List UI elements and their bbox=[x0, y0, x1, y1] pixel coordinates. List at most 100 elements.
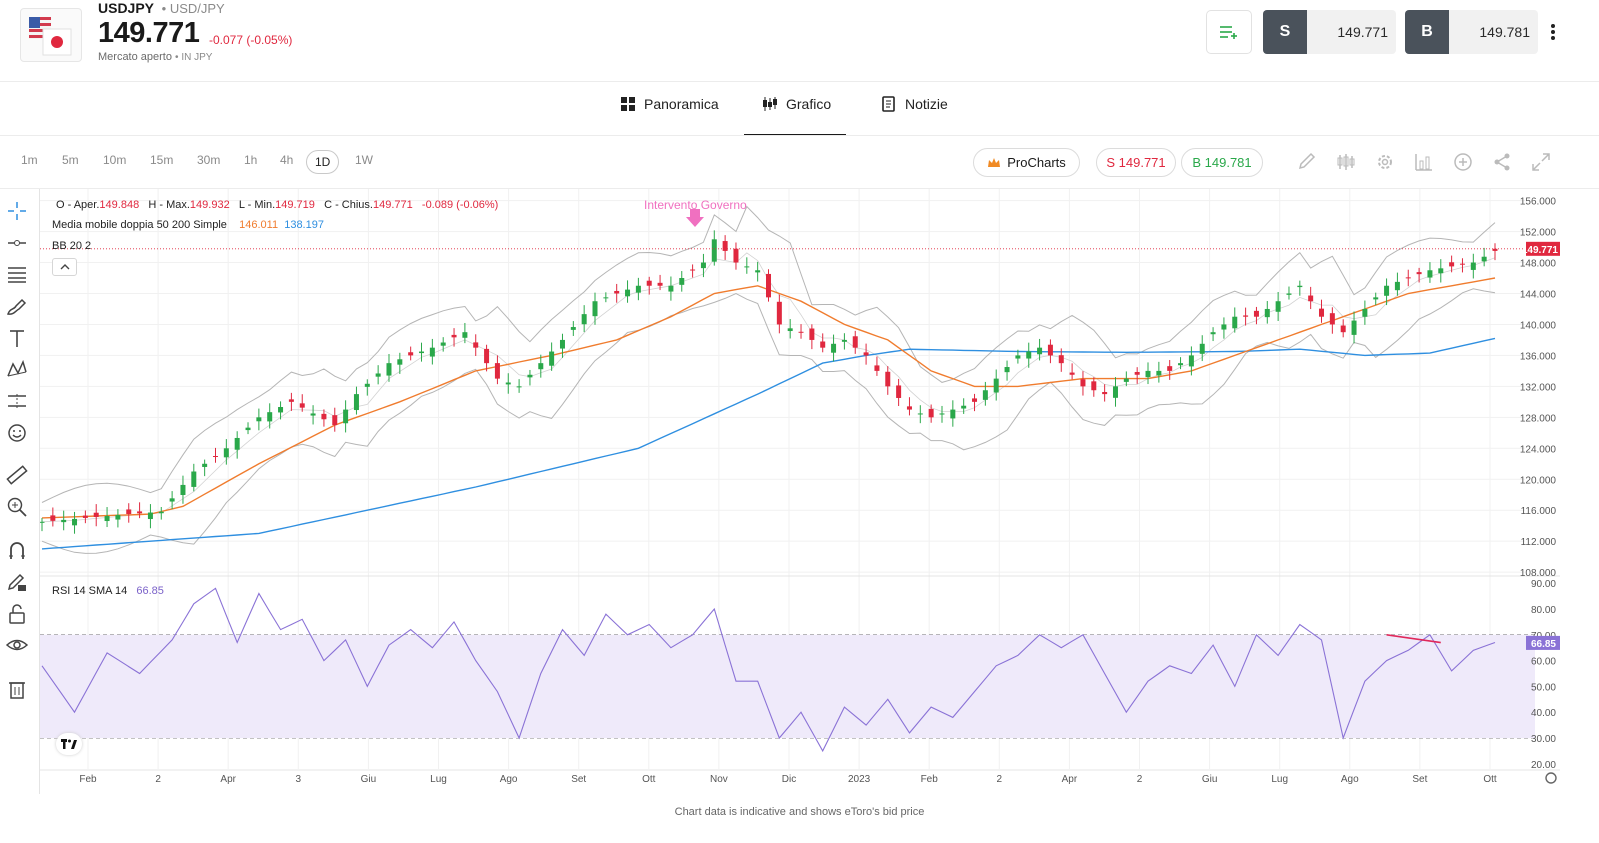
instrument-symbol: USDJPY • USD/JPY bbox=[98, 0, 225, 16]
time-tick-label: 2023 bbox=[848, 774, 871, 785]
time-tick-label: Set bbox=[1412, 774, 1427, 785]
candle-body bbox=[191, 471, 197, 487]
add-to-watchlist-button[interactable] bbox=[1206, 10, 1252, 54]
candle-body bbox=[733, 248, 739, 263]
rsi-tick-label: 40.00 bbox=[1531, 708, 1556, 719]
visibility-eye-icon[interactable] bbox=[5, 634, 29, 656]
candle-body bbox=[939, 413, 945, 415]
magnet-icon[interactable] bbox=[6, 539, 28, 561]
candle-body bbox=[863, 352, 869, 356]
candle-body bbox=[1264, 308, 1270, 318]
tab-panoramica[interactable]: Panoramica bbox=[620, 96, 719, 136]
candle-body bbox=[104, 516, 110, 522]
candle-body bbox=[657, 282, 663, 286]
tab-notizie[interactable]: Notizie bbox=[881, 96, 948, 136]
candle-body bbox=[310, 413, 316, 416]
more-options-icon[interactable] bbox=[1549, 20, 1557, 44]
time-tick-label: Lug bbox=[430, 774, 447, 785]
sell-pill-button[interactable]: S 149.771 bbox=[1096, 148, 1176, 177]
candle-body bbox=[1058, 355, 1064, 364]
timeframe-4h[interactable]: 4h bbox=[280, 153, 294, 167]
tab-grafico[interactable]: Grafico bbox=[744, 96, 846, 136]
chart-canvas[interactable]: 156.000 152.000 148.000 144.000 140.000 136.0… bbox=[39, 189, 1560, 794]
candle-body bbox=[874, 365, 880, 371]
candle-body bbox=[1308, 295, 1314, 302]
buy-pill-button[interactable]: B 149.781 bbox=[1181, 148, 1263, 177]
unlock-icon[interactable] bbox=[6, 603, 28, 625]
rsi-tick-label: 20.00 bbox=[1531, 760, 1556, 771]
candle-body bbox=[419, 351, 425, 354]
time-tick-label: 2 bbox=[1137, 774, 1143, 785]
collapse-legend-button[interactable] bbox=[52, 258, 77, 276]
text-tool-icon[interactable] bbox=[6, 327, 28, 349]
timeframe-1m[interactable]: 1m bbox=[21, 153, 38, 167]
emoji-icon[interactable] bbox=[6, 422, 28, 444]
time-tick-label: Giu bbox=[361, 774, 377, 785]
trash-icon[interactable] bbox=[6, 678, 28, 700]
settings-gear-icon[interactable] bbox=[1375, 152, 1397, 172]
candle-body bbox=[1384, 285, 1390, 296]
tradingview-logo bbox=[56, 733, 82, 755]
rsi-tick-label: 90.00 bbox=[1531, 579, 1556, 590]
news-icon bbox=[882, 96, 895, 112]
candle-body bbox=[1069, 372, 1075, 375]
candle-body bbox=[429, 347, 435, 357]
current-rsi-badge bbox=[1526, 635, 1560, 650]
add-indicator-icon[interactable] bbox=[1453, 152, 1475, 172]
candle-body bbox=[603, 297, 609, 299]
timeframe-1h[interactable]: 1h bbox=[244, 153, 258, 167]
bollinger-upper bbox=[41, 205, 1496, 503]
zoom-in-icon[interactable] bbox=[6, 496, 28, 518]
timeframe-15m[interactable]: 15m bbox=[150, 153, 174, 167]
annotation-label: Intervento Governo bbox=[644, 198, 747, 212]
price-tick-label: 108.000 bbox=[1520, 568, 1557, 579]
indicators-icon[interactable] bbox=[1336, 152, 1358, 172]
buy-button[interactable]: B 149.781 bbox=[1405, 10, 1538, 54]
candle-body bbox=[668, 285, 674, 292]
footer-disclaimer: Chart data is indicative and shows eToro… bbox=[674, 806, 925, 818]
fullscreen-icon[interactable] bbox=[1531, 152, 1553, 172]
current-price-label: 149.771 bbox=[1522, 245, 1559, 256]
chart-type-icon[interactable] bbox=[1414, 152, 1436, 172]
timeframe-1W[interactable]: 1W bbox=[355, 153, 373, 167]
current-price-badge bbox=[1526, 241, 1560, 256]
price-chart[interactable]: 156.000 152.000 148.000 144.000 140.000 136.0… bbox=[39, 189, 1560, 794]
timeframe-5m[interactable]: 5m bbox=[62, 153, 79, 167]
brush-icon[interactable] bbox=[6, 296, 28, 318]
candle-body bbox=[993, 378, 999, 393]
candle-body bbox=[1221, 324, 1227, 330]
candle-body bbox=[581, 314, 587, 325]
candle-body bbox=[831, 343, 837, 353]
trend-line-icon[interactable] bbox=[6, 232, 28, 254]
candle-body bbox=[1319, 308, 1325, 317]
timeframe-1D[interactable]: 1D bbox=[306, 150, 340, 174]
measure-range-icon[interactable] bbox=[6, 390, 28, 412]
price-tick-label: 124.000 bbox=[1520, 444, 1557, 455]
price-tick-label: 148.000 bbox=[1520, 259, 1557, 270]
candle-body bbox=[397, 359, 403, 365]
draw-pencil-icon[interactable] bbox=[1297, 152, 1319, 172]
pattern-tool-icon[interactable] bbox=[6, 358, 28, 380]
rsi-tick-label: 50.00 bbox=[1531, 682, 1556, 693]
ruler-icon[interactable] bbox=[6, 464, 28, 486]
rsi-tick-label: 30.00 bbox=[1531, 734, 1556, 745]
lock-drawing-icon[interactable] bbox=[6, 571, 28, 593]
time-tick-label: Feb bbox=[79, 774, 97, 785]
candle-body bbox=[375, 373, 381, 377]
timeframe-10m[interactable]: 10m bbox=[103, 153, 127, 167]
crosshair-icon[interactable] bbox=[6, 200, 28, 222]
candle-body bbox=[408, 352, 414, 356]
timeframe-30m[interactable]: 30m bbox=[197, 153, 221, 167]
candle-body bbox=[950, 409, 956, 419]
candle-body bbox=[787, 328, 793, 332]
candle-body bbox=[278, 407, 284, 413]
price-tick-label: 120.000 bbox=[1520, 475, 1557, 486]
procharts-button[interactable]: ProCharts bbox=[973, 148, 1080, 177]
time-tick-label: Lug bbox=[1271, 774, 1288, 785]
candle-body bbox=[635, 285, 641, 293]
share-icon[interactable] bbox=[1492, 152, 1514, 172]
candle-body bbox=[93, 512, 99, 517]
candle-body bbox=[928, 408, 934, 418]
sell-button[interactable]: S 149.771 bbox=[1263, 10, 1396, 54]
fib-levels-icon[interactable] bbox=[6, 263, 28, 285]
